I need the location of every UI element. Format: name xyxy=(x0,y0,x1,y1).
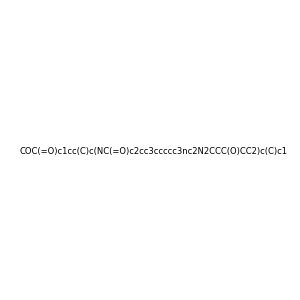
Text: COC(=O)c1cc(C)c(NC(=O)c2cc3ccccc3nc2N2CCC(O)CC2)c(C)c1: COC(=O)c1cc(C)c(NC(=O)c2cc3ccccc3nc2N2CC… xyxy=(20,147,288,156)
